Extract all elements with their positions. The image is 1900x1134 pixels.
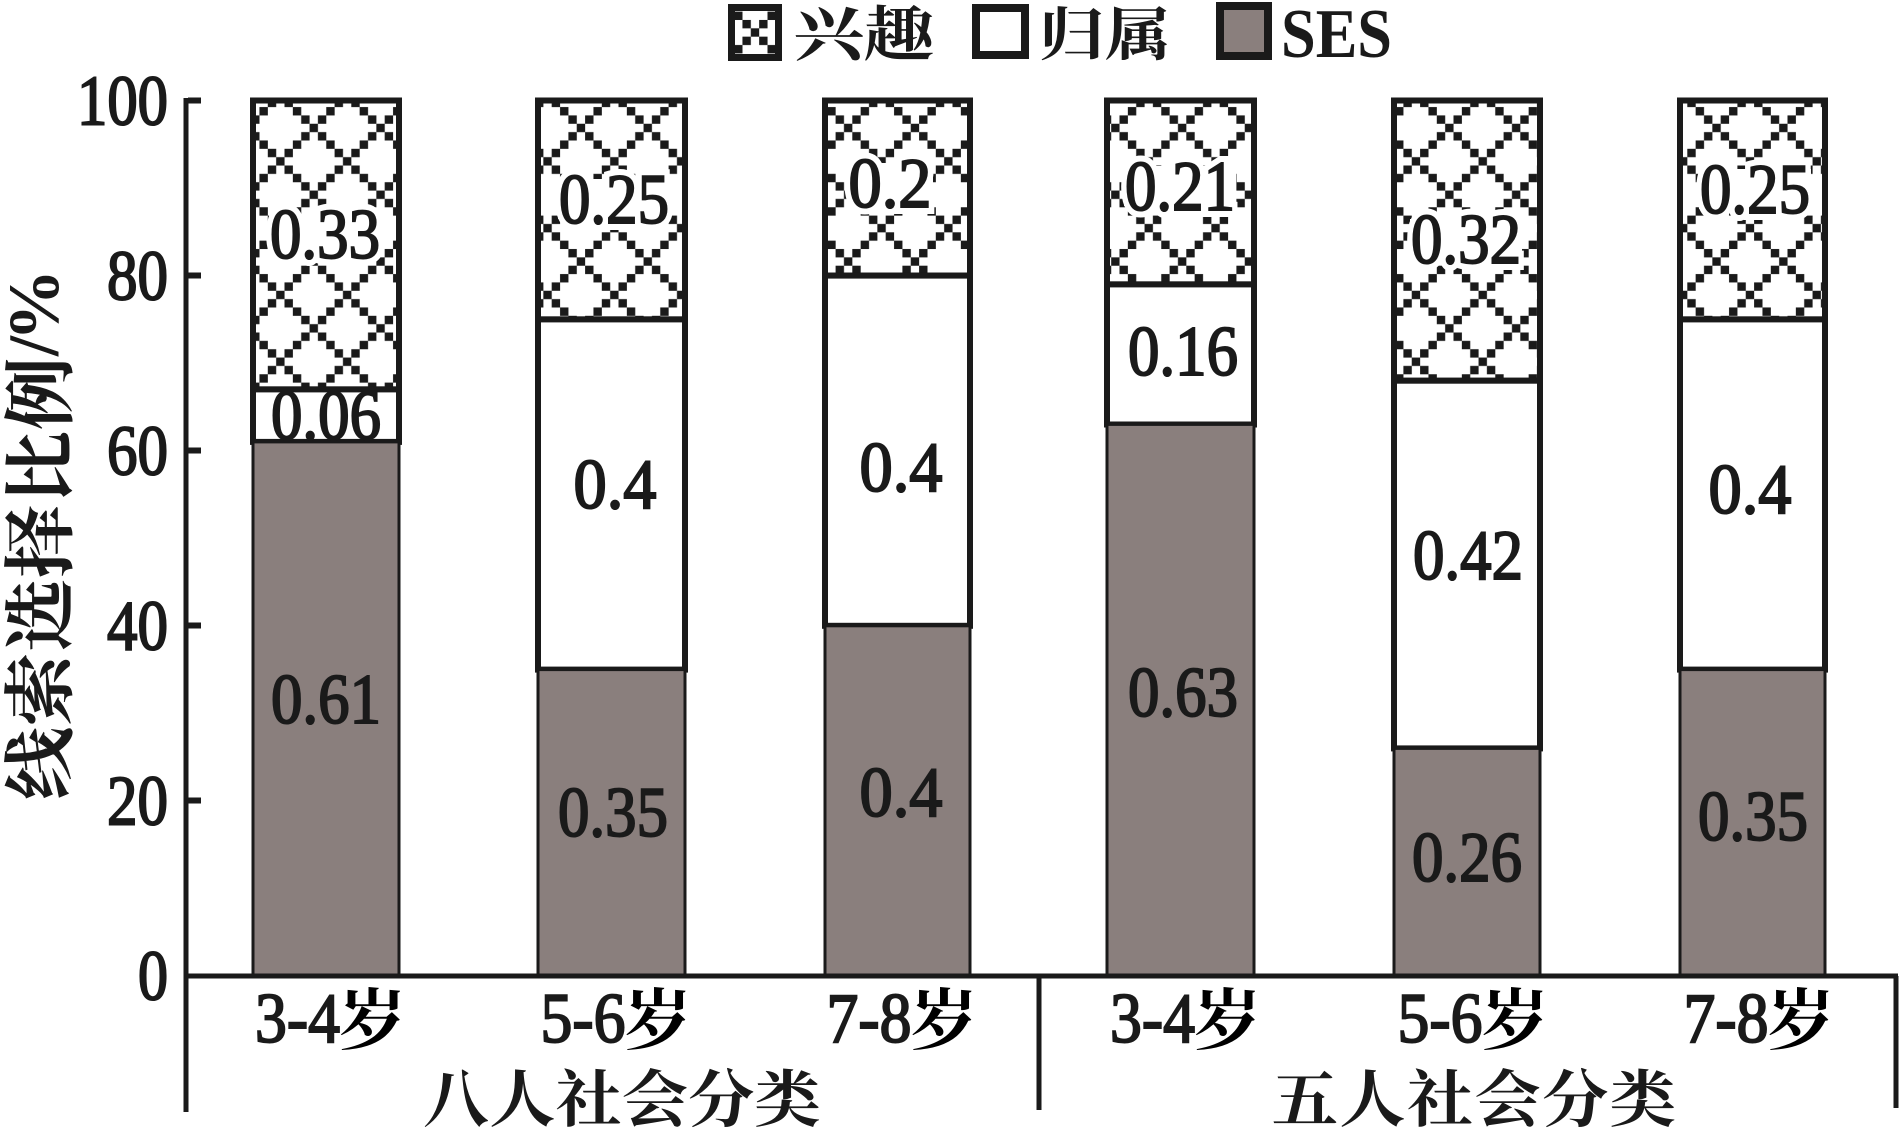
svg-text:7-8: 7-8: [827, 980, 912, 1058]
svg-text:0.25: 0.25: [559, 161, 669, 239]
svg-text:80: 80: [107, 238, 168, 316]
svg-text:0.21: 0.21: [1125, 148, 1235, 226]
svg-text:20: 20: [107, 763, 168, 841]
svg-text:0.26: 0.26: [1412, 819, 1522, 897]
svg-text:0.2: 0.2: [849, 145, 932, 223]
svg-text:60: 60: [107, 413, 168, 491]
svg-text:0.25: 0.25: [1700, 151, 1810, 229]
svg-text:7-8: 7-8: [1684, 980, 1769, 1058]
svg-text:5-6: 5-6: [541, 980, 626, 1058]
svg-text:/: /: [0, 335, 74, 357]
svg-text:0.25: 0.25: [559, 161, 669, 239]
svg-text:0.4: 0.4: [860, 429, 943, 507]
svg-text:0.16: 0.16: [1128, 313, 1238, 391]
svg-text:0.35: 0.35: [1698, 778, 1808, 856]
svg-text:0.4: 0.4: [860, 754, 943, 832]
svg-text:0.33: 0.33: [270, 196, 380, 274]
svg-text:5-6: 5-6: [1398, 980, 1483, 1058]
svg-text:0.4: 0.4: [574, 446, 657, 524]
svg-text:0.61: 0.61: [271, 661, 381, 739]
svg-text:0.63: 0.63: [1128, 654, 1238, 732]
svg-text:0.42: 0.42: [1413, 517, 1523, 595]
svg-text:0.2: 0.2: [849, 145, 932, 223]
svg-text:0.32: 0.32: [1411, 201, 1521, 279]
svg-text:%: %: [0, 269, 74, 341]
svg-text:40: 40: [107, 588, 168, 666]
svg-text:0.21: 0.21: [1125, 148, 1235, 226]
svg-text:3-4: 3-4: [255, 980, 340, 1058]
svg-text:0.06: 0.06: [271, 377, 381, 455]
svg-text:0.4: 0.4: [1709, 451, 1792, 529]
svg-text:0.33: 0.33: [270, 196, 380, 274]
svg-text:0.35: 0.35: [558, 774, 668, 852]
svg-text:100: 100: [77, 63, 168, 141]
svg-text:0: 0: [138, 938, 168, 1016]
svg-text:3-4: 3-4: [1110, 980, 1195, 1058]
svg-text:0.32: 0.32: [1411, 201, 1521, 279]
svg-text:SES: SES: [1281, 0, 1392, 73]
svg-text:0.25: 0.25: [1700, 151, 1810, 229]
